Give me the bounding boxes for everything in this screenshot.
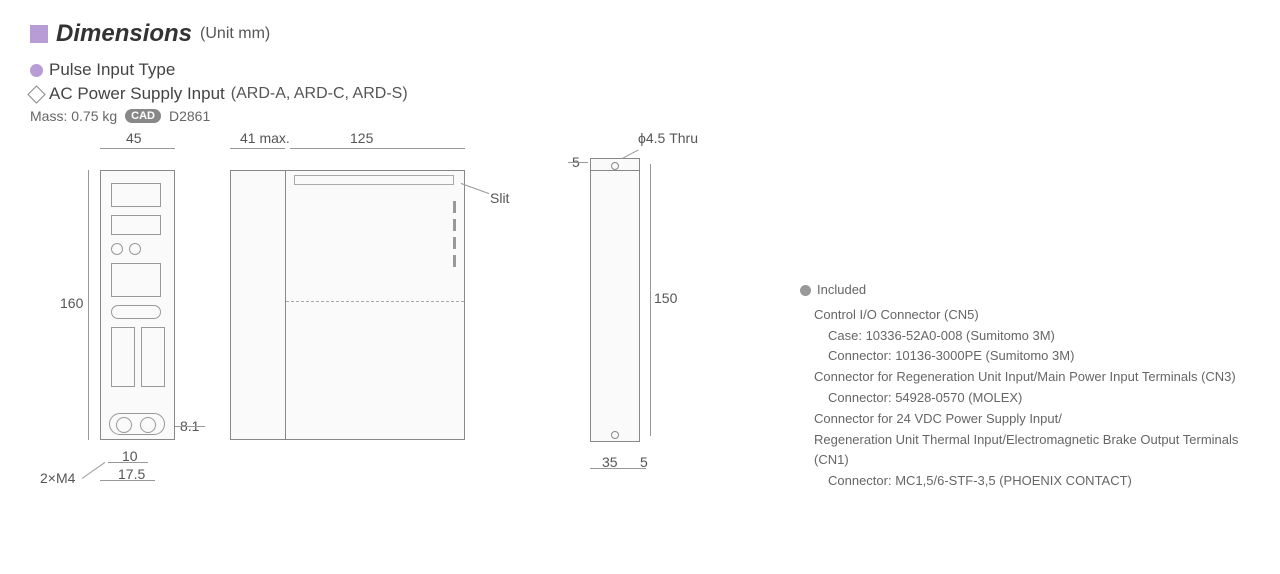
dimline <box>568 162 588 163</box>
cad-badge: CAD <box>125 109 161 123</box>
mount-body-view <box>590 170 640 430</box>
diamond-bullet-icon <box>27 85 45 103</box>
drawing-area: 45 160 8.1 10 17.5 2×M4 41 max. 125 Slit <box>30 130 1250 510</box>
slit-label: Slit <box>490 190 509 206</box>
type-label: Pulse Input Type <box>49 60 175 80</box>
type-row: Pulse Input Type <box>30 60 1250 80</box>
dim-45: 45 <box>126 130 142 146</box>
mass-row: Mass: 0.75 kg CAD D2861 <box>30 108 1250 124</box>
side-body-view <box>285 170 465 440</box>
square-bullet-icon <box>30 25 48 43</box>
dimline <box>100 480 155 481</box>
terminal-icon <box>116 417 132 433</box>
dimline <box>290 148 465 149</box>
port-rect <box>111 327 135 387</box>
models-label: (ARD-A, ARD-C, ARD-S) <box>231 85 408 103</box>
port-rect <box>111 263 161 297</box>
included-block: Included Control I/O Connector (CN5) Cas… <box>800 280 1238 492</box>
inc-line: Connector: 10136-3000PE (Sumitomo 3M) <box>800 346 1238 367</box>
inc-line: Connector: 54928-0570 (MOLEX) <box>800 388 1238 409</box>
power-connector <box>109 413 165 435</box>
cad-code: D2861 <box>169 108 210 124</box>
dimline <box>230 148 285 149</box>
inc-line: Connector for Regeneration Unit Input/Ma… <box>800 367 1238 388</box>
dim-m4: 2×M4 <box>40 470 75 486</box>
inc-line: Case: 10336-52A0-008 (Sumitomo 3M) <box>800 326 1238 347</box>
dim-41: 41 max. <box>240 130 290 146</box>
port-rect <box>141 327 165 387</box>
dim-160: 160 <box>60 295 83 311</box>
unit-label: (Unit mm) <box>200 25 270 43</box>
page-title: Dimensions <box>56 20 192 48</box>
dim-phi: ϕ4.5 Thru <box>638 130 698 146</box>
vent-slit <box>453 219 456 231</box>
header: Dimensions (Unit mm) <box>30 20 1250 48</box>
vent-slit <box>453 237 456 249</box>
dim-125: 125 <box>350 130 373 146</box>
led-icon <box>111 243 123 255</box>
dimline <box>100 148 175 149</box>
side-connector-view <box>230 170 285 440</box>
dim-150: 150 <box>654 290 677 306</box>
mount-tab-bottom <box>590 428 640 442</box>
inc-line: Connector: MC1,5/6-STF-3,5 (PHOENIX CONT… <box>800 471 1238 492</box>
dimline <box>632 468 646 469</box>
mass-label: Mass: 0.75 kg <box>30 108 117 124</box>
port-pill <box>111 305 161 319</box>
port-rect <box>111 215 161 235</box>
hole-icon <box>611 431 619 439</box>
vent-slit <box>453 255 456 267</box>
hole-icon <box>611 162 619 170</box>
dimline <box>108 462 148 463</box>
port-rect <box>111 183 161 207</box>
inc-line: (CN1) <box>800 450 1238 471</box>
supply-row: AC Power Supply Input (ARD-A, ARD-C, ARD… <box>30 84 1250 104</box>
included-header: Included <box>800 280 1238 301</box>
front-view <box>100 170 175 440</box>
terminal-icon <box>140 417 156 433</box>
dimline <box>175 426 205 427</box>
inc-line: Regeneration Unit Thermal Input/Electrom… <box>800 430 1238 451</box>
inc-line: Connector for 24 VDC Power Supply Input/ <box>800 409 1238 430</box>
vent-slit <box>453 201 456 213</box>
led-icon <box>129 243 141 255</box>
supply-label: AC Power Supply Input <box>49 84 225 104</box>
leader-line <box>82 462 106 479</box>
included-title: Included <box>817 280 866 301</box>
dimline <box>88 170 89 440</box>
circle-bullet-icon <box>30 64 43 77</box>
leader-line <box>461 183 490 194</box>
top-edge <box>294 175 454 185</box>
dimline <box>650 164 651 436</box>
dimline <box>590 468 632 469</box>
inc-line: Control I/O Connector (CN5) <box>800 305 1238 326</box>
center-line <box>286 301 464 302</box>
gray-circle-icon <box>800 285 811 296</box>
